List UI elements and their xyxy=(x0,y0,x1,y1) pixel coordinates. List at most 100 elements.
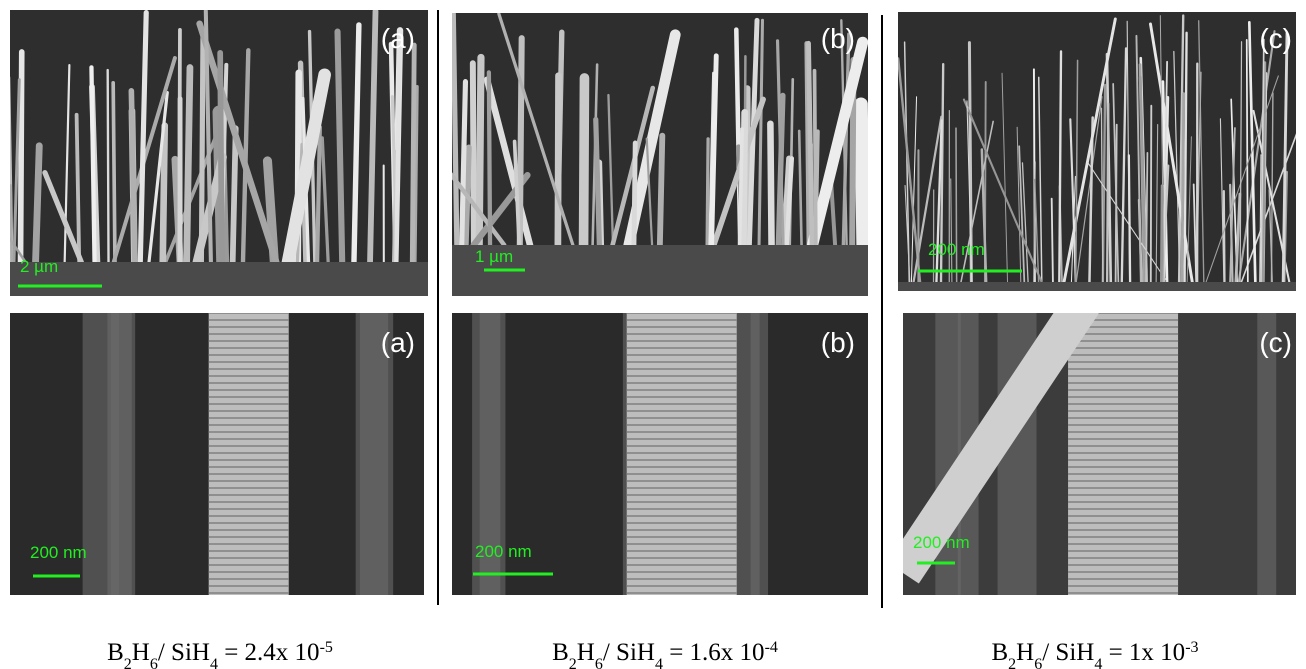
caption-part: -3 xyxy=(1185,639,1198,656)
scale-bar-label: 200 nm xyxy=(475,542,532,561)
nanowire xyxy=(903,41,911,283)
panel-label: (b) xyxy=(821,23,855,54)
nanowire xyxy=(1198,20,1205,283)
nanowire xyxy=(1268,189,1273,283)
nanowire-blur xyxy=(1257,313,1277,595)
nanowire xyxy=(74,112,82,264)
caption-part: 2 xyxy=(124,656,132,669)
nanowire xyxy=(1037,76,1043,283)
nanowire xyxy=(554,72,562,249)
nanowire xyxy=(1058,50,1063,284)
caption-part: = 1x 10 xyxy=(1102,639,1185,666)
nanowire xyxy=(705,137,710,247)
image-bg xyxy=(898,12,1296,291)
nanowire xyxy=(137,10,149,265)
nanowire xyxy=(516,35,525,249)
nanowire xyxy=(1237,30,1276,284)
nanowire xyxy=(1075,96,1103,283)
nanowire xyxy=(1112,83,1120,283)
nanowire xyxy=(1105,102,1110,284)
nanowire xyxy=(469,60,477,248)
nanowire xyxy=(42,170,84,265)
nanowire xyxy=(1247,21,1257,284)
nanowire xyxy=(1100,107,1104,283)
caption-part: 2 xyxy=(1008,656,1016,669)
sem-image xyxy=(10,313,424,595)
nanowire xyxy=(898,57,922,284)
caption-part: 6 xyxy=(150,656,158,669)
caption-part: 6 xyxy=(595,656,603,669)
scale-bar-label: 200 nm xyxy=(913,533,970,552)
nanowire xyxy=(1180,92,1186,284)
nanowire xyxy=(1159,184,1164,284)
scale-bar-label: 2 µm xyxy=(20,257,58,276)
nanowire xyxy=(1234,192,1242,284)
nanowire xyxy=(935,119,943,284)
scale-bar-label: 1 µm xyxy=(475,247,513,266)
nanowire xyxy=(1229,127,1236,283)
caption: B2H6/ SiH4 = 1.6x 10-4 xyxy=(552,639,778,669)
nanowire xyxy=(394,47,402,265)
nanowire xyxy=(1021,162,1029,283)
nanowire xyxy=(784,156,795,248)
nanowire xyxy=(950,178,953,283)
caption: B2H6/ SiH4 = 2.4x 10-5 xyxy=(107,639,333,669)
caption: B2H6/ SiH4 = 1x 10-3 xyxy=(991,639,1198,669)
nanowire xyxy=(111,81,117,264)
nanowire xyxy=(966,100,973,283)
caption-part: 4 xyxy=(210,656,218,669)
caption-part: B xyxy=(552,639,569,666)
caption-part: B xyxy=(107,639,124,666)
nanowire xyxy=(1135,34,1142,283)
nanowire xyxy=(781,155,793,249)
nanowire xyxy=(939,62,945,284)
scale-bar-label: 200 nm xyxy=(30,543,87,562)
nanowire xyxy=(578,73,590,250)
nanowire xyxy=(645,137,654,247)
caption-part: / SiH xyxy=(1042,639,1094,666)
nanowire xyxy=(351,22,362,265)
panel-label: (c) xyxy=(1259,23,1292,54)
nanowire xyxy=(89,65,97,265)
caption-part: / SiH xyxy=(158,639,210,666)
nanowire xyxy=(767,120,775,249)
nanowire xyxy=(10,184,13,264)
panel-label: (a) xyxy=(381,327,415,358)
caption-part: H xyxy=(1016,639,1034,666)
nanowire xyxy=(1016,126,1022,283)
nanowire xyxy=(1149,22,1194,284)
nanowire xyxy=(512,139,522,247)
nanowire xyxy=(841,32,851,247)
nanowire xyxy=(315,125,322,265)
nanowire xyxy=(1069,118,1077,284)
nanowire xyxy=(797,129,803,247)
sem-image xyxy=(898,12,1296,291)
nanowire xyxy=(904,184,911,283)
scale-bar-label: 200 nm xyxy=(928,240,985,259)
nanowire xyxy=(1186,136,1192,283)
caption-part: 2 xyxy=(569,656,577,669)
nanowire xyxy=(183,64,194,266)
nanowire xyxy=(812,68,818,247)
nanowire xyxy=(459,79,469,248)
nanowire xyxy=(1281,32,1289,284)
nanowire xyxy=(1259,154,1262,283)
nanowire xyxy=(1050,197,1054,283)
nanowire xyxy=(806,40,815,248)
substrate xyxy=(898,282,1296,291)
nanowire xyxy=(128,88,138,265)
caption-part: H xyxy=(577,639,595,666)
nanowire xyxy=(1149,104,1153,283)
nanowire xyxy=(1173,50,1181,283)
nanowire xyxy=(1018,145,1026,283)
nanowire xyxy=(1192,183,1198,283)
nanowire xyxy=(962,98,1043,284)
nanowire xyxy=(147,91,169,264)
nanowire xyxy=(159,122,169,266)
nanowire xyxy=(1155,123,1159,283)
nanowire xyxy=(32,142,43,266)
nanowire xyxy=(229,125,239,265)
panel-label: (b) xyxy=(821,327,855,358)
